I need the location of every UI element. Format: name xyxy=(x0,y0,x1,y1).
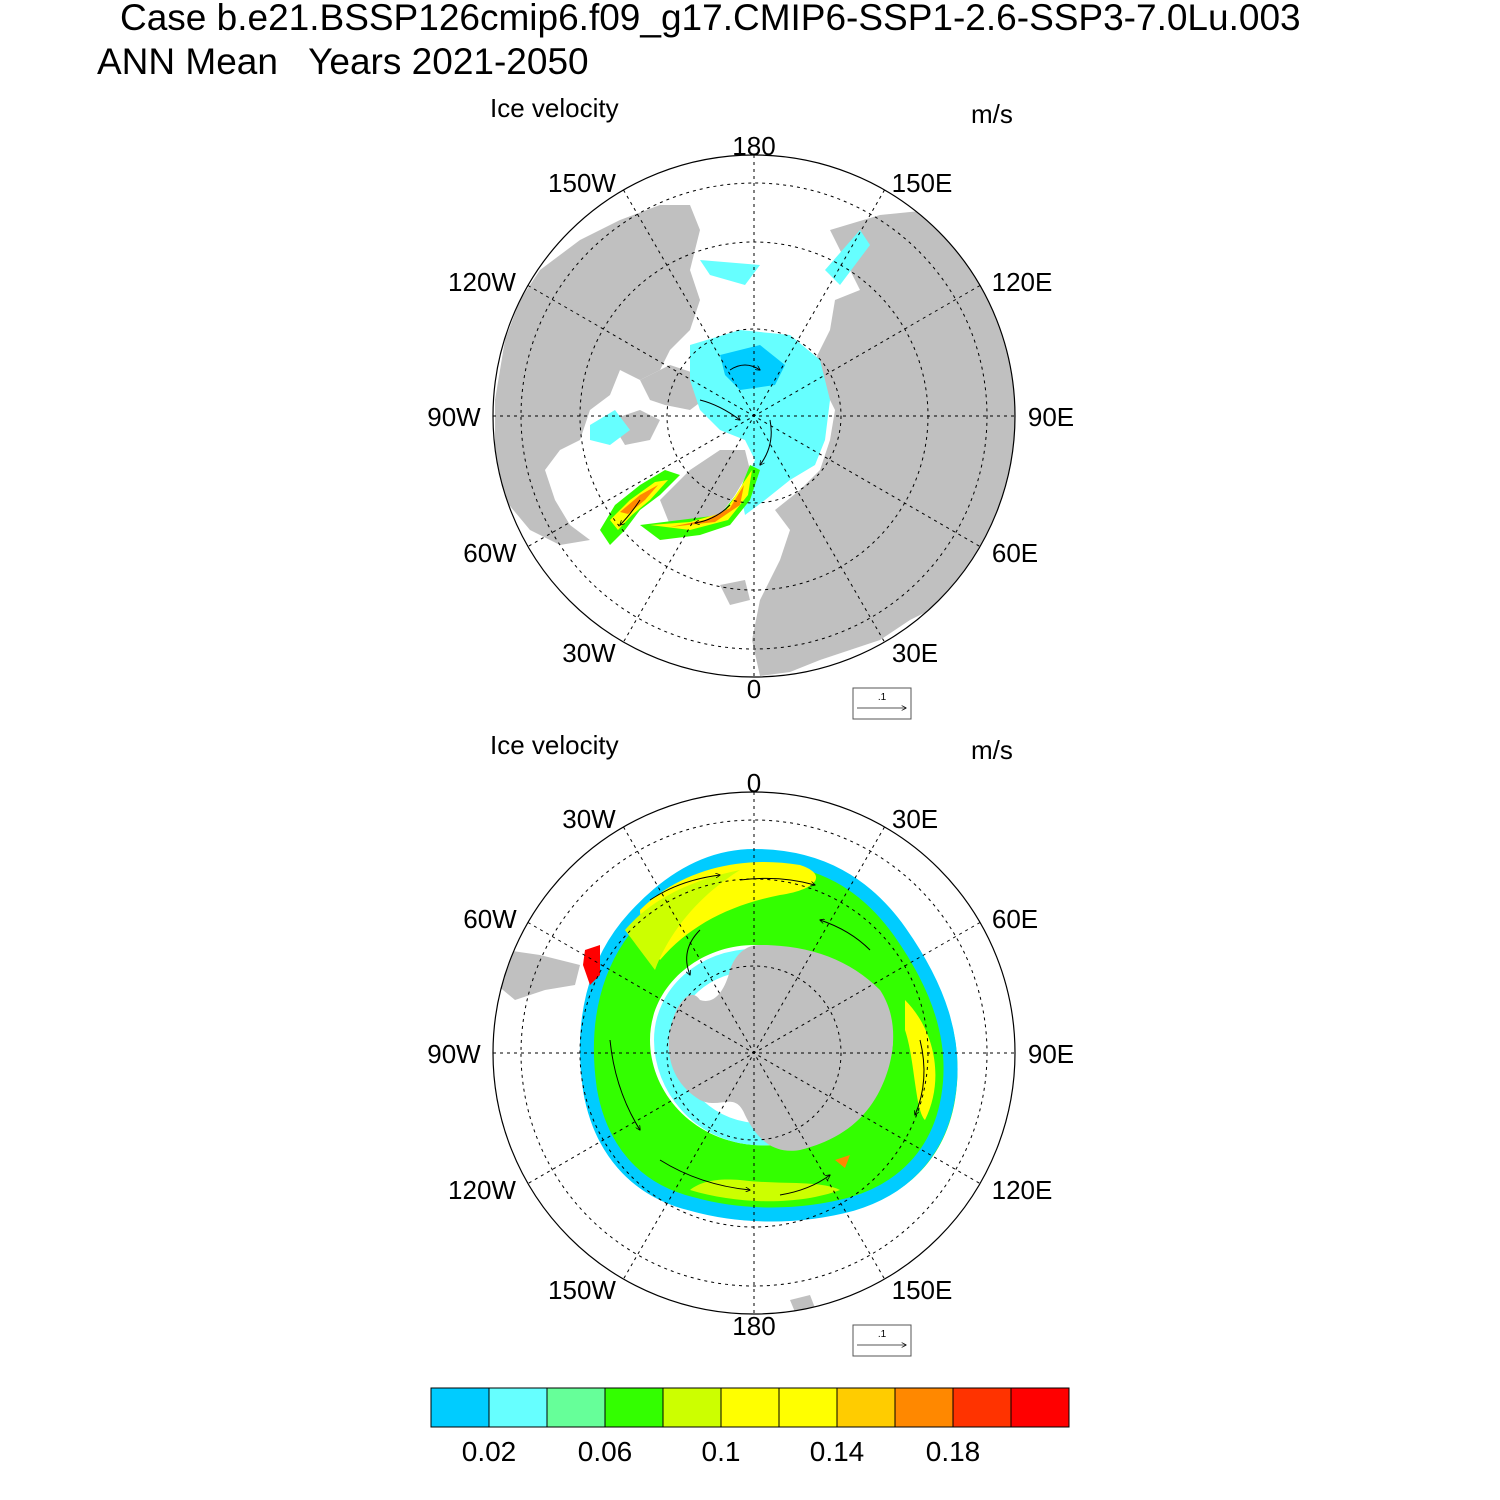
colorbar-tick-label: 0.14 xyxy=(810,1436,865,1467)
sh-lon-label: 30E xyxy=(892,804,938,834)
nh-ice-velocity-field xyxy=(590,230,870,545)
sh-lon-label: 60W xyxy=(463,904,517,934)
sh-lon-label: 90W xyxy=(427,1039,481,1069)
sh-lon-label: 0 xyxy=(747,768,761,798)
colorbar-swatch xyxy=(894,1387,954,1428)
nh-map-border xyxy=(492,154,1016,678)
nh-land-masses xyxy=(495,205,1015,676)
sh-map-border xyxy=(492,791,1016,1315)
colorbar-swatch xyxy=(1010,1387,1070,1428)
nh-lon-label: 60W xyxy=(463,538,517,568)
colorbar-swatch xyxy=(488,1387,548,1428)
nh-lon-label: 90W xyxy=(427,402,481,432)
sh-lon-label: 90E xyxy=(1028,1039,1074,1069)
nh-lon-label: 150W xyxy=(548,168,616,198)
sh-polar-map xyxy=(492,791,1016,1315)
antarctica-shape xyxy=(668,945,894,1151)
nh-lon-label: 90E xyxy=(1028,402,1074,432)
sh-lon-label: 180 xyxy=(732,1311,775,1341)
sh-reference-vector-label: .1 xyxy=(878,1329,887,1340)
sh-vectors xyxy=(609,875,925,1196)
sh-lon-labels: 0 30E 60E 90E 120E 150E 180 150W 120W 90… xyxy=(427,768,1074,1341)
south-america-shape xyxy=(497,950,580,1000)
nh-lon-labels: 180 150E 120E 90E 60E 30E 0 30W 60W 90W … xyxy=(427,131,1074,704)
eurasia-shape xyxy=(752,210,1015,676)
colorbar-swatch xyxy=(836,1387,896,1428)
sh-lon-label: 30W xyxy=(562,804,616,834)
colorbar-swatch xyxy=(952,1387,1012,1428)
nh-graticule xyxy=(493,155,1015,677)
nh-polar-map xyxy=(492,154,1016,678)
colorbar-swatch xyxy=(604,1387,664,1428)
colorbar-tick-label: 0.1 xyxy=(702,1436,741,1467)
figure-title-case: Case b.e21.BSSP126cmip6.f09_g17.CMIP6-SS… xyxy=(120,0,1301,38)
nh-lon-label: 120E xyxy=(992,267,1053,297)
colorbar-swatch xyxy=(778,1387,838,1428)
nh-reference-vector-label: .1 xyxy=(878,692,887,703)
nh-lon-label: 60E xyxy=(992,538,1038,568)
nh-lon-label: 0 xyxy=(747,674,761,704)
nh-reference-vector: .1 xyxy=(852,687,912,720)
colorbar-swatch xyxy=(662,1387,722,1428)
sh-variable-label: Ice velocity xyxy=(490,730,619,760)
nh-lon-label: 30E xyxy=(892,638,938,668)
sh-units-label: m/s xyxy=(971,735,1013,765)
north-america-shape xyxy=(495,205,700,545)
greenland-shape xyxy=(660,450,750,525)
nh-lon-label: 30W xyxy=(562,638,616,668)
sh-lon-label: 150W xyxy=(548,1275,616,1305)
colorbar-swatch xyxy=(430,1387,490,1428)
nh-units-label: m/s xyxy=(971,99,1013,129)
colorbar-tick-label: 0.06 xyxy=(578,1436,633,1467)
sh-ice-velocity-field xyxy=(579,848,958,1222)
sh-reference-vector: .1 xyxy=(852,1324,912,1357)
colorbar-swatch xyxy=(546,1387,606,1428)
figure-title-period: ANN Mean Years 2021-2050 xyxy=(97,41,589,82)
sh-lon-label: 120W xyxy=(448,1175,516,1205)
nh-lon-label: 150E xyxy=(892,168,953,198)
sh-lon-label: 120E xyxy=(992,1175,1053,1205)
sh-lon-label: 60E xyxy=(992,904,1038,934)
colorbar-tick-labels: 0.02 0.06 0.1 0.14 0.18 xyxy=(462,1436,981,1467)
nh-lon-label: 180 xyxy=(732,131,775,161)
colorbar-tick-label: 0.18 xyxy=(926,1436,981,1467)
nh-lon-label: 120W xyxy=(448,267,516,297)
nh-variable-label: Ice velocity xyxy=(490,93,619,123)
colorbar-swatch xyxy=(720,1387,780,1428)
sh-graticule xyxy=(493,792,1015,1314)
colorbar-tick-label: 0.02 xyxy=(462,1436,517,1467)
colorbar xyxy=(430,1387,1070,1428)
nh-vectors xyxy=(620,364,772,525)
sh-lon-label: 150E xyxy=(892,1275,953,1305)
